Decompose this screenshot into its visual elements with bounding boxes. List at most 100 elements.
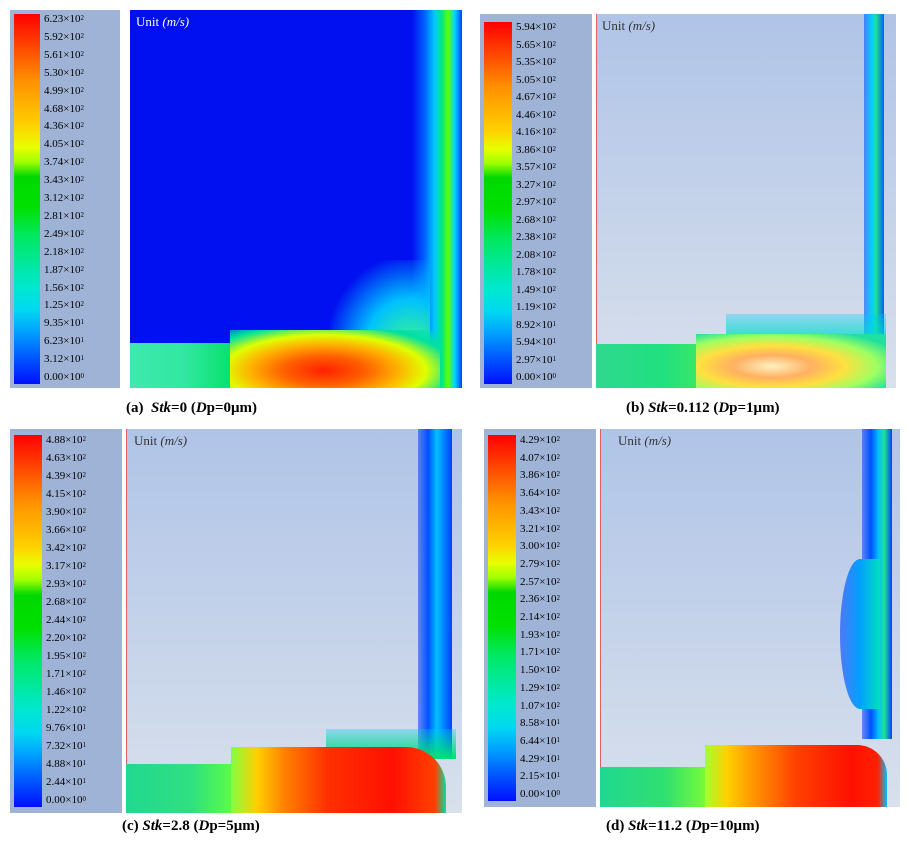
- panel-d: 4.29×102 4.07×102 3.86×102 3.64×102 3.43×102…: [478, 425, 908, 841]
- legend-tick-label: 4.07×102: [520, 451, 560, 464]
- legend-tick-exponent: 1: [80, 318, 84, 327]
- legend-tick-label: 3.90×102: [46, 506, 86, 518]
- legend-tick-label: 4.63×102: [46, 452, 86, 464]
- legend-tick-label: 3.12×101: [44, 353, 84, 366]
- legend-tick-exponent: 1: [82, 741, 86, 749]
- legend-tick-exponent: 2: [80, 282, 84, 291]
- legend-tick-label: 1.07×102: [520, 699, 560, 712]
- legend-tick-label: 3.42×102: [46, 542, 86, 554]
- legend-tick-exponent: 2: [82, 561, 86, 569]
- legend-tick-exponent: 2: [552, 214, 556, 223]
- legend-tick-exponent: 2: [80, 103, 84, 112]
- legend-tick-label: 3.57×102: [516, 161, 556, 173]
- legend-tick-exponent: 1: [82, 777, 86, 785]
- legend-tick-label: 1.50×102: [520, 664, 560, 677]
- wall-particle-band: [418, 429, 452, 759]
- legend-tick-exponent: 2: [80, 210, 84, 219]
- velocity-contour-plot: [130, 10, 462, 388]
- legend-tick-exponent: 2: [82, 615, 86, 623]
- legend-tick-label: 4.39×102: [46, 470, 86, 482]
- legend-tick-label: 4.46×102: [516, 108, 556, 121]
- panel-c: 4.88×102 4.63×102 4.39×102 4.15×102 3.90×102…: [0, 425, 470, 841]
- legend-tick-label: 3.17×102: [46, 560, 86, 572]
- legend-tick-exponent: 2: [556, 470, 560, 479]
- legend-tick-exponent: 2: [556, 488, 560, 497]
- legend-tick-exponent: 0: [80, 372, 84, 380]
- legend-tick-exponent: 2: [552, 284, 556, 293]
- legend-tick-exponent: 2: [556, 647, 560, 656]
- legend-tick-exponent: 1: [552, 319, 556, 328]
- legend-tick-exponent: 1: [552, 337, 556, 345]
- legend-tick-label: 1.93×102: [520, 628, 560, 641]
- legend-tick-exponent: 2: [82, 507, 86, 515]
- legend-tick-exponent: 2: [82, 471, 86, 479]
- legend-tick-exponent: 2: [552, 249, 556, 258]
- legend-tick-labels: 4.29×102 4.07×102 3.86×102 3.64×102 3.43×102…: [516, 435, 596, 801]
- legend-tick-exponent: 1: [82, 723, 86, 731]
- legend-tick-label: 2.79×102: [520, 557, 560, 570]
- color-legend-bar: [14, 14, 40, 384]
- legend-tick-label: 8.92×101: [516, 318, 556, 331]
- legend-tick-label: 5.94×102: [516, 21, 556, 33]
- legend-tick-exponent: 2: [552, 144, 556, 153]
- legend-tick-label: 1.95×102: [46, 650, 86, 662]
- legend-tick-label: 4.67×102: [516, 91, 556, 103]
- legend-tick-exponent: 2: [82, 453, 86, 461]
- legend-tick-exponent: 2: [80, 246, 84, 255]
- legend-tick-exponent: 2: [80, 264, 84, 273]
- legend-tick-exponent: 2: [552, 109, 556, 118]
- legend-tick-exponent: 2: [552, 39, 556, 48]
- unit-label: Unit (m/s): [602, 18, 656, 33]
- legend-tick-label: 1.87×102: [44, 263, 84, 276]
- unit-label: Unit (m/s): [134, 433, 188, 448]
- legend-tick-label: 5.65×102: [516, 38, 556, 51]
- legend-tick-label: 3.12×102: [44, 192, 84, 204]
- legend-tick-label: 4.99×102: [44, 84, 84, 97]
- jet-inlet-region: [600, 767, 710, 807]
- legend-tick-label: 4.16×102: [516, 126, 556, 138]
- legend-tick-exponent: 2: [556, 523, 560, 532]
- legend-tick-label: 5.05×102: [516, 73, 556, 86]
- legend-tick-label: 2.44×102: [46, 614, 86, 626]
- legend-tick-exponent: 2: [552, 302, 556, 310]
- legend-tick-label: 2.68×102: [516, 213, 556, 226]
- legend-tick-exponent: 2: [80, 175, 84, 184]
- unit-label: Unit (m/s): [136, 14, 190, 29]
- legend-tick-exponent: 2: [80, 139, 84, 148]
- wall-particle-band: [864, 14, 884, 334]
- legend-tick-label: 3.64×102: [520, 487, 560, 500]
- jet-inlet-region: [126, 764, 236, 813]
- legend-tick-label: 2.57×102: [520, 575, 560, 588]
- color-legend-bar: [14, 435, 42, 807]
- legend-tick-label: 5.92×102: [44, 30, 84, 43]
- legend-tick-exponent: 2: [556, 541, 560, 550]
- legend-tick-label: 4.29×102: [520, 434, 560, 446]
- legend-tick-exponent: 2: [80, 49, 84, 58]
- legend-tick-label: 1.25×102: [44, 299, 84, 312]
- color-legend-bar: [488, 435, 516, 801]
- legend-tick-exponent: 2: [556, 594, 560, 603]
- panel-caption: (a) Stk=0 (Dp=0μm): [126, 400, 258, 416]
- legend-tick-exponent: 2: [556, 576, 560, 585]
- panel-a: 6.23×102 5.92×102 5.61×102 5.30×102 4.99×102…: [0, 0, 470, 416]
- legend-tick-label: 2.15×101: [520, 770, 560, 783]
- color-legend-bar: [484, 22, 512, 384]
- legend-tick-label: 9.35×101: [44, 317, 84, 330]
- legend-tick-exponent: 1: [80, 354, 84, 363]
- legend-tick-exponent: 2: [556, 665, 560, 674]
- legend-tick-exponent: 2: [80, 67, 84, 76]
- domain-boundary-line: [600, 429, 601, 807]
- panel-b: 5.94×102 5.65×102 5.35×102 5.05×102 4.67×102…: [478, 0, 908, 420]
- legend-tick-label: 3.74×102: [44, 156, 84, 169]
- legend-tick-exponent: 0: [552, 372, 556, 380]
- legend-tick-label: 1.19×102: [516, 301, 556, 313]
- legend-tick-exponent: 2: [80, 14, 84, 22]
- legend-tick-exponent: 2: [80, 85, 84, 94]
- legend-tick-label: 3.86×102: [520, 469, 560, 482]
- legend-tick-exponent: 2: [556, 682, 560, 691]
- legend-tick-exponent: 2: [82, 687, 86, 695]
- domain-boundary-line: [596, 14, 597, 388]
- legend-tick-exponent: 2: [82, 597, 86, 605]
- legend-tick-label: 1.71×102: [520, 646, 560, 659]
- legend-tick-label: 5.94×101: [516, 336, 556, 348]
